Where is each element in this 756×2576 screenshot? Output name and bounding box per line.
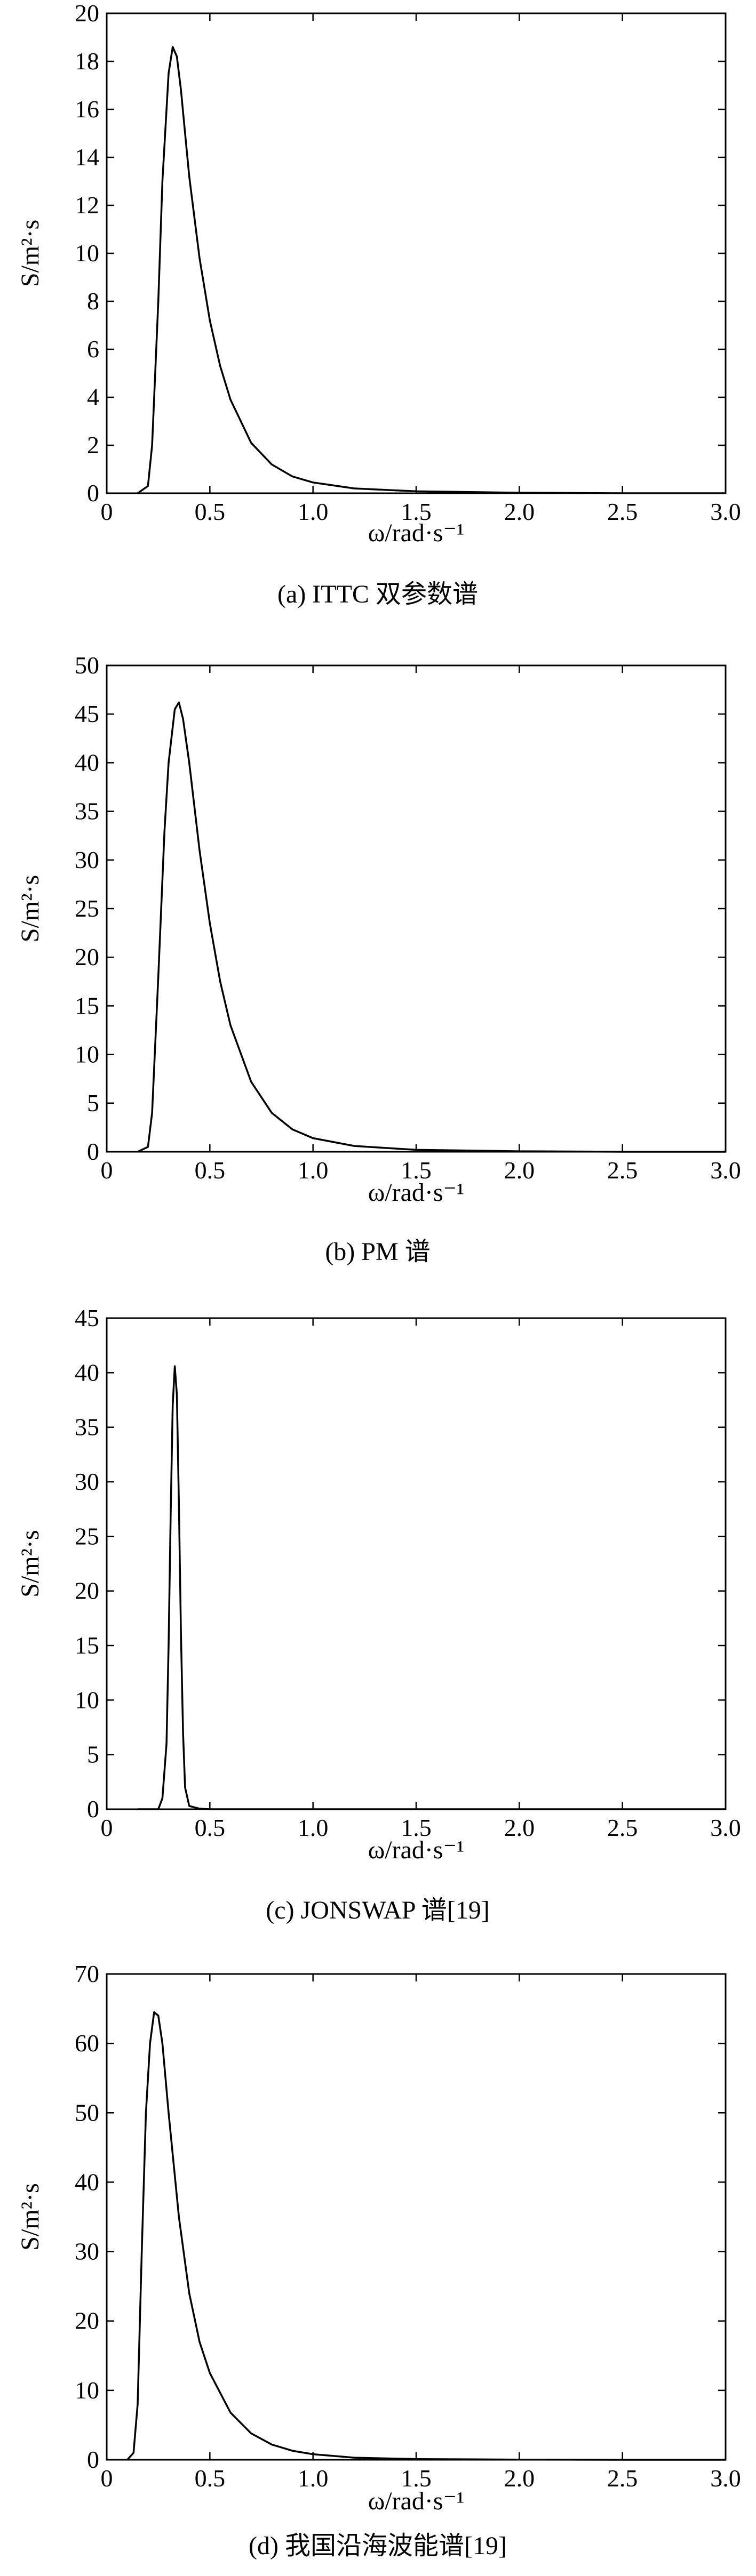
x-tick-label: 3.0 — [710, 1814, 741, 1841]
y-tick-label: 14 — [75, 143, 99, 171]
y-tick-label: 0 — [87, 1138, 99, 1165]
x-tick-label: 1.0 — [298, 1814, 329, 1841]
spectrum-curve — [126, 2011, 726, 2461]
x-tick-label: 0.5 — [195, 1157, 226, 1184]
chart-panel-1: 0 0.5 1.0 1.5 2.0 2.5 3.0 0 5 10 15 20 25 30 35 40 45 50 ω… — [16, 652, 741, 1266]
x-tick-label: 2.5 — [607, 2465, 638, 2492]
x-tick-label: 2.0 — [504, 1157, 535, 1184]
panel-caption: (a) ITTC 双参数谱 — [277, 580, 478, 608]
x-tick-label: 2.0 — [504, 2465, 535, 2492]
y-tick-label: 0 — [87, 1795, 99, 1823]
spectrum-curve — [137, 46, 726, 494]
y-tick-label: 20 — [75, 1577, 99, 1604]
x-tick-label: 1.5 — [401, 498, 432, 525]
y-tick-label: 30 — [75, 1468, 99, 1495]
x-tick-label: 2.0 — [504, 1814, 535, 1841]
x-tick-label: 0 — [101, 498, 113, 525]
y-tick-label: 20 — [75, 0, 99, 27]
y-tick-label: 15 — [75, 1632, 99, 1659]
y-tick-label: 25 — [75, 895, 99, 922]
y-tick-label: 0 — [87, 479, 99, 507]
y-tick-label: 5 — [87, 1089, 99, 1117]
y-tick-label: 8 — [87, 287, 99, 315]
x-tick-label: 3.0 — [710, 498, 741, 525]
chart-panel-2: 0 0.5 1.0 1.5 2.0 2.5 3.0 0 5 10 15 20 25 30 35 40 45 ω/r… — [16, 1304, 741, 1924]
y-tick-label: 18 — [75, 47, 99, 75]
panel-caption: (c) JONSWAP 谱[19] — [266, 1896, 490, 1924]
y-tick-label: 10 — [75, 1686, 99, 1713]
y-tick-label: 12 — [75, 191, 99, 219]
y-tick-label: 30 — [75, 846, 99, 873]
y-tick-label: 6 — [87, 335, 99, 363]
y-axis-label: S/m²·s — [16, 220, 44, 287]
y-tick-label: 16 — [75, 95, 99, 123]
y-axis-label: S/m²·s — [16, 1530, 44, 1597]
x-tick-label: 0 — [101, 1157, 113, 1184]
y-tick-label: 20 — [75, 943, 99, 970]
y-tick-label: 40 — [75, 2168, 99, 2195]
chart-panel-3: 0 0.5 1.0 1.5 2.0 2.5 3.0 0 10 20 30 40 50 60 70 ω/rad·… — [16, 1960, 741, 2560]
y-tick-label: 70 — [75, 1960, 99, 1987]
x-tick-label: 0.5 — [195, 498, 226, 525]
x-tick-label: 0.5 — [195, 1814, 226, 1841]
panel-caption: (b) PM 谱 — [325, 1238, 430, 1266]
y-tick-label: 45 — [75, 700, 99, 727]
y-axis-label: S/m²·s — [16, 2183, 44, 2250]
x-tick-label: 1.5 — [401, 2465, 432, 2492]
x-tick-label: 2.5 — [607, 1814, 638, 1841]
y-tick-label: 20 — [75, 2307, 99, 2334]
x-axis-label: ω/rad·s⁻¹ — [368, 1178, 465, 1207]
y-tick-label: 40 — [75, 749, 99, 776]
x-tick-label: 0.5 — [195, 2465, 226, 2492]
spectrum-curve — [138, 1365, 726, 1810]
y-tick-label: 15 — [75, 992, 99, 1019]
y-tick-label: 50 — [75, 652, 99, 679]
x-tick-label: 0 — [101, 2465, 113, 2492]
x-tick-label: 2.5 — [607, 1157, 638, 1184]
y-tick-label: 30 — [75, 2238, 99, 2265]
y-tick-label: 0 — [87, 2446, 99, 2473]
y-tick-label: 45 — [75, 1304, 99, 1331]
y-tick-label: 60 — [75, 2029, 99, 2057]
plot-frame — [106, 1317, 727, 1810]
y-tick-label: 4 — [87, 383, 99, 411]
x-tick-label: 1.5 — [401, 1814, 432, 1841]
x-axis-label: ω/rad·s⁻¹ — [368, 519, 465, 547]
chart-panel-0: 0 0.5 1.0 1.5 2.0 2.5 3.0 0 2 4 6 8 10 12 14 16 18 20 ω/ra… — [16, 0, 741, 608]
y-tick-label: 50 — [75, 2099, 99, 2126]
y-tick-label: 10 — [75, 2377, 99, 2404]
y-tick-label: 25 — [75, 1522, 99, 1550]
y-tick-label: 2 — [87, 431, 99, 459]
x-tick-label: 3.0 — [710, 2465, 741, 2492]
y-axis-label: S/m²·s — [16, 875, 44, 942]
y-tick-label: 35 — [75, 1414, 99, 1441]
x-tick-label: 3.0 — [710, 1157, 741, 1184]
x-tick-label: 1.0 — [298, 1157, 329, 1184]
x-tick-label: 1.5 — [401, 1157, 432, 1184]
y-tick-label: 40 — [75, 1359, 99, 1386]
plot-frame — [106, 664, 727, 1153]
x-tick-label: 1.0 — [298, 2465, 329, 2492]
x-tick-label: 2.5 — [607, 498, 638, 525]
x-axis-label: ω/rad·s⁻¹ — [368, 2487, 465, 2515]
x-axis-label: ω/rad·s⁻¹ — [368, 1836, 465, 1864]
y-tick-label: 10 — [75, 239, 99, 267]
y-tick-label: 10 — [75, 1041, 99, 1068]
x-tick-label: 0 — [101, 1814, 113, 1841]
y-tick-label: 35 — [75, 798, 99, 825]
plot-frame — [106, 1973, 727, 2461]
x-tick-label: 2.0 — [504, 498, 535, 525]
spectrum-curve — [137, 701, 726, 1153]
x-tick-label: 1.0 — [298, 498, 329, 525]
y-tick-label: 5 — [87, 1741, 99, 1768]
panel-caption: (d) 我国沿海波能谱[19] — [249, 2532, 507, 2560]
